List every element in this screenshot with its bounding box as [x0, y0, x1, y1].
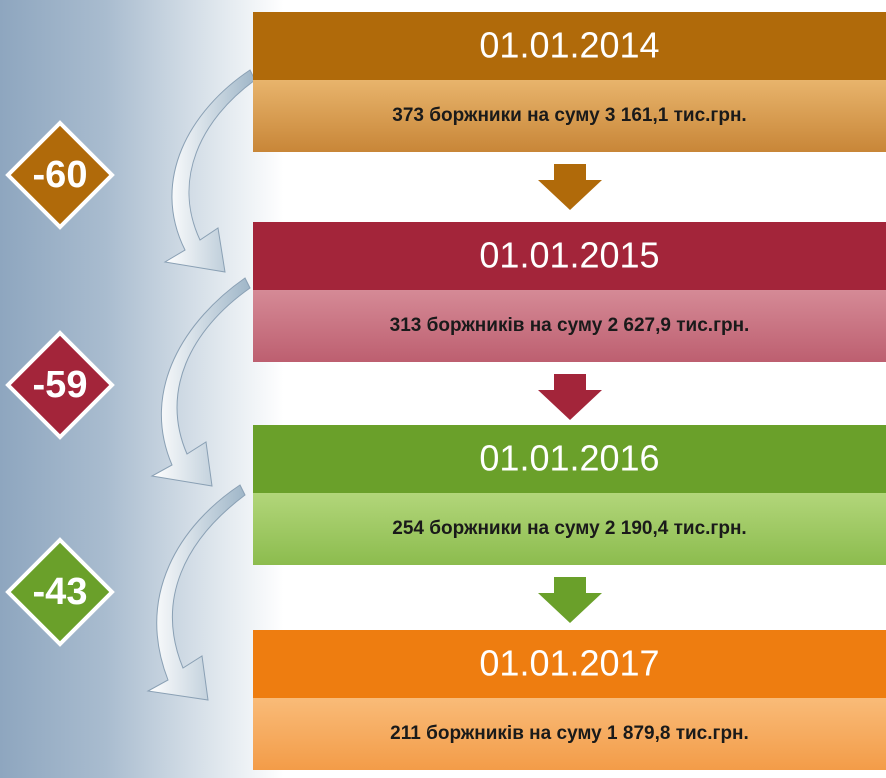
stage-date: 01.01.2017 [479, 643, 659, 684]
stage-text: 313 боржників на суму 2 627,9 тис.грн. [390, 315, 750, 336]
stage-date: 01.01.2016 [479, 438, 659, 479]
stage-date: 01.01.2014 [479, 25, 659, 66]
change-value: -59 [33, 364, 88, 406]
stage-text: 254 боржники на суму 2 190,4 тис.грн. [392, 518, 746, 539]
stage-text: 211 боржників на суму 1 879,8 тис.грн. [390, 723, 749, 744]
change-value: -43 [33, 571, 88, 613]
diagram: 01.01.2014 373 боржники на суму 3 161,1 т… [0, 0, 886, 778]
stage-date: 01.01.2015 [479, 235, 659, 276]
change-value: -60 [33, 154, 88, 196]
stage-text: 373 боржники на суму 3 161,1 тис.грн. [392, 105, 746, 126]
